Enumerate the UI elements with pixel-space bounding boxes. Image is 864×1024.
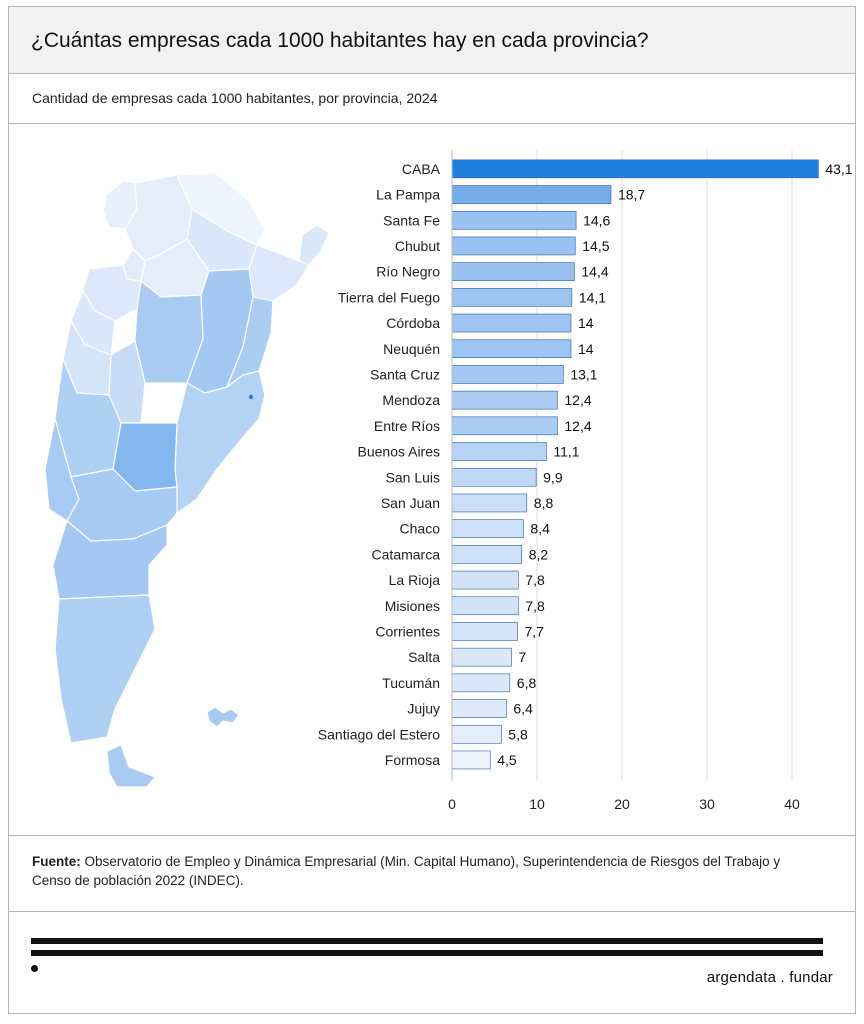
category-label: San Juan bbox=[381, 495, 440, 511]
value-label: 12,4 bbox=[564, 392, 591, 408]
value-label: 14,6 bbox=[583, 212, 610, 228]
map-tierradelfuego bbox=[106, 744, 156, 788]
category-label: Neuquén bbox=[383, 341, 440, 357]
brand-line-bottom bbox=[31, 950, 823, 956]
value-label: 13,1 bbox=[570, 366, 597, 382]
bar bbox=[451, 699, 507, 718]
bar bbox=[451, 390, 558, 410]
bar bbox=[451, 210, 577, 230]
value-label: 8,4 bbox=[530, 521, 550, 537]
category-label: Buenos Aires bbox=[358, 444, 441, 460]
category-label: Jujuy bbox=[407, 701, 440, 717]
source-text: Observatorio de Empleo y Dinámica Empres… bbox=[32, 854, 781, 888]
bar bbox=[451, 647, 512, 667]
bar bbox=[451, 622, 518, 641]
bar bbox=[451, 750, 491, 770]
brand-dot bbox=[31, 965, 38, 972]
category-label: Misiones bbox=[385, 598, 440, 614]
category-label: Córdoba bbox=[386, 315, 440, 331]
value-label: 7,7 bbox=[524, 623, 544, 639]
x-tick-label: 40 bbox=[784, 796, 800, 812]
category-label: Santa Fe bbox=[383, 212, 440, 228]
bar bbox=[451, 416, 558, 436]
brand-area: argendata . fundar bbox=[9, 912, 855, 1015]
bar bbox=[451, 288, 573, 307]
value-label: 7,8 bbox=[525, 598, 545, 614]
category-label: Mendoza bbox=[382, 392, 440, 408]
value-label: 11,1 bbox=[553, 444, 579, 460]
value-label: 9,9 bbox=[543, 469, 563, 485]
category-label: Salta bbox=[408, 649, 440, 665]
value-label: 12,4 bbox=[564, 418, 591, 434]
value-label: 14,4 bbox=[581, 264, 608, 280]
brand-logo: argendata . fundar bbox=[706, 969, 833, 986]
category-label: Chaco bbox=[400, 521, 441, 537]
bar bbox=[451, 493, 528, 513]
argentina-map bbox=[44, 172, 330, 788]
category-label: Tucumán bbox=[382, 675, 440, 691]
value-label: 6,4 bbox=[513, 701, 533, 717]
value-label: 14,1 bbox=[579, 289, 606, 305]
category-label: Chubut bbox=[395, 238, 440, 254]
value-label: 8,2 bbox=[529, 546, 549, 562]
subtitle-row: Cantidad de empresas cada 1000 habitante… bbox=[9, 74, 855, 124]
value-label: 14 bbox=[578, 341, 594, 357]
value-label: 5,8 bbox=[508, 726, 528, 742]
bar bbox=[451, 262, 575, 281]
category-label: La Pampa bbox=[376, 187, 440, 203]
bar bbox=[451, 442, 547, 461]
bar bbox=[451, 236, 576, 256]
value-label: 18,7 bbox=[618, 187, 645, 203]
category-label: Formosa bbox=[385, 752, 440, 768]
bar bbox=[451, 365, 564, 384]
map-santacruz bbox=[54, 594, 156, 744]
bar bbox=[451, 724, 502, 744]
bar bbox=[451, 185, 612, 204]
bar bbox=[451, 673, 511, 693]
category-label: Catamarca bbox=[372, 546, 441, 562]
category-label: Entre Ríos bbox=[374, 418, 440, 434]
category-label: San Luis bbox=[386, 469, 440, 485]
x-tick-label: 0 bbox=[448, 796, 456, 812]
bar bbox=[451, 313, 572, 333]
x-tick-label: 10 bbox=[529, 796, 545, 812]
category-label: CABA bbox=[402, 161, 441, 177]
chart-subtitle: Cantidad de empresas cada 1000 habitante… bbox=[32, 90, 438, 106]
chart-card: ¿Cuántas empresas cada 1000 habitantes h… bbox=[8, 6, 856, 1014]
bar bbox=[451, 570, 519, 590]
map-caba bbox=[248, 394, 254, 400]
x-tick-label: 20 bbox=[614, 796, 630, 812]
map-chubut bbox=[52, 520, 168, 600]
source-note: Fuente: Observatorio de Empleo y Dinámic… bbox=[32, 852, 822, 890]
bar-chart: 0 10 20 30 40 CABA 43,1 La Pampa 18,7 Santa Fe 14,… bbox=[318, 150, 853, 812]
category-label: Tierra del Fuego bbox=[338, 289, 440, 305]
chart-title: ¿Cuántas empresas cada 1000 habitantes h… bbox=[31, 29, 649, 52]
brand-line-top bbox=[31, 938, 823, 944]
category-label: Santiago del Estero bbox=[318, 726, 440, 742]
value-label: 43,1 bbox=[825, 161, 852, 177]
bar bbox=[451, 467, 537, 487]
value-label: 8,8 bbox=[534, 495, 554, 511]
value-label: 7 bbox=[519, 649, 527, 665]
bar bbox=[451, 339, 572, 359]
value-label: 14,5 bbox=[582, 238, 609, 254]
bar bbox=[451, 596, 519, 616]
value-label: 7,8 bbox=[525, 572, 545, 588]
category-label: Corrientes bbox=[375, 623, 440, 639]
chart-area: 0 10 20 30 40 CABA 43,1 La Pampa 18,7 Santa Fe 14,… bbox=[9, 124, 855, 836]
bar bbox=[451, 545, 522, 564]
value-label: 6,8 bbox=[517, 675, 537, 691]
value-label: 14 bbox=[578, 315, 594, 331]
category-label: Río Negro bbox=[376, 264, 440, 280]
value-label: 4,5 bbox=[497, 752, 517, 768]
footer: Fuente: Observatorio de Empleo y Dinámic… bbox=[9, 836, 855, 912]
header: ¿Cuántas empresas cada 1000 habitantes h… bbox=[9, 7, 855, 74]
x-tick-label: 30 bbox=[699, 796, 715, 812]
map-malvinas bbox=[206, 706, 240, 728]
category-label: La Rioja bbox=[389, 572, 441, 588]
bar bbox=[451, 519, 524, 538]
bar bbox=[451, 159, 819, 179]
category-label: Santa Cruz bbox=[370, 366, 440, 382]
source-label: Fuente: bbox=[32, 854, 81, 869]
